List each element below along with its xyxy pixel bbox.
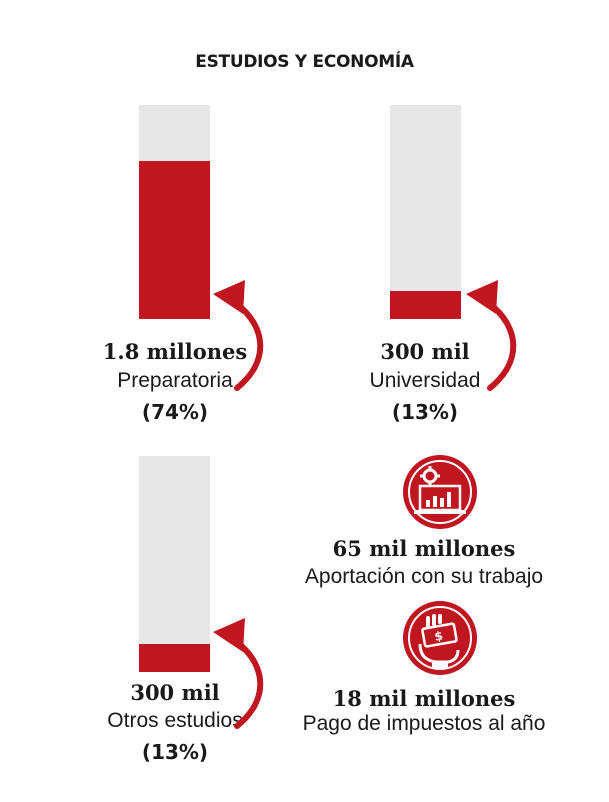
hand-money-icon: $	[403, 601, 477, 675]
value-label-universidad: 300 mil	[380, 339, 470, 364]
value-label-otros-estudios: 300 mil	[130, 680, 220, 705]
arrow-icon-otros-estudios	[213, 618, 264, 729]
svg-text:$: $	[433, 629, 444, 644]
bar-universidad	[390, 291, 461, 319]
page-title: ESTUDIOS Y ECONOMÍA	[195, 52, 414, 72]
bar-preparatoria	[139, 160, 210, 319]
arrow-icon-preparatoria	[213, 280, 264, 391]
stat-value-impuestos: 18 mil millones	[332, 686, 516, 711]
bar-track-universidad	[390, 105, 461, 319]
category-label-preparatoria: Preparatoria	[117, 369, 233, 392]
percent-label-otros-estudios: (13%)	[141, 740, 209, 764]
bar-otros-estudios	[139, 643, 210, 672]
gear-laptop-chart-icon	[403, 455, 477, 529]
category-label-universidad: Universidad	[369, 369, 481, 392]
percent-label-preparatoria: (74%)	[141, 400, 209, 424]
value-label-preparatoria: 1.8 millones	[102, 339, 248, 364]
stat-label-impuestos: Pago de impuestos al año	[302, 712, 546, 735]
stat-value-aportacion: 65 mil millones	[332, 536, 516, 561]
category-label-otros-estudios: Otros estudios	[107, 709, 243, 732]
percent-label-universidad: (13%)	[391, 400, 459, 424]
stat-label-aportacion: Aportación con su trabajo	[304, 565, 544, 588]
arrow-icon-universidad	[466, 280, 517, 391]
bar-track-preparatoria	[139, 105, 210, 319]
bar-track-otros-estudios	[139, 456, 210, 672]
